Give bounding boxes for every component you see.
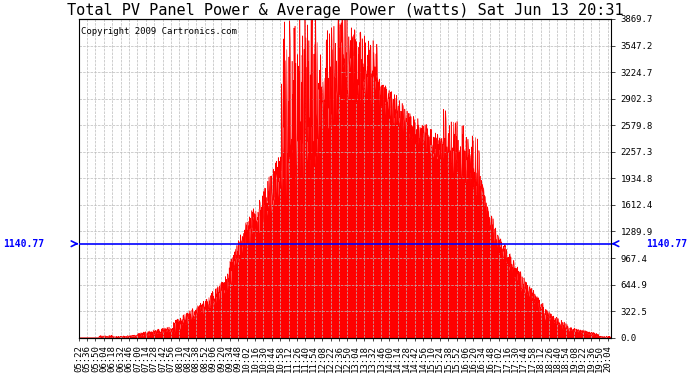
Title: Total PV Panel Power & Average Power (watts) Sat Jun 13 20:31: Total PV Panel Power & Average Power (wa… <box>67 3 623 18</box>
Text: 1140.77: 1140.77 <box>646 239 687 249</box>
Text: 1140.77: 1140.77 <box>3 239 44 249</box>
Text: Copyright 2009 Cartronics.com: Copyright 2009 Cartronics.com <box>81 27 237 36</box>
